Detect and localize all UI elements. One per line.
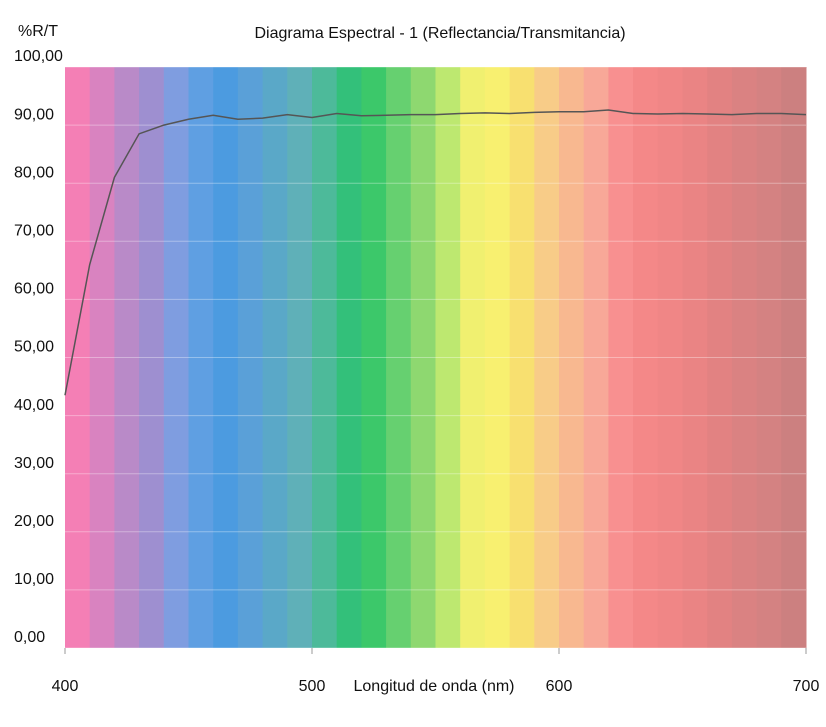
y-tick-label: 0,00 — [14, 629, 45, 646]
chart-title: Diagrama Espectral - 1 (Reflectancia/Tra… — [254, 25, 625, 42]
y-tick-label: 30,00 — [14, 455, 54, 472]
y-tick-label: 80,00 — [14, 164, 54, 181]
x-tick-label: 500 — [299, 678, 326, 695]
y-tick-label: 40,00 — [14, 397, 54, 414]
y-tick-label: 20,00 — [14, 513, 54, 530]
x-tick-label: 400 — [52, 678, 79, 695]
x-tick-label: 600 — [546, 678, 573, 695]
y-tick-label: 10,00 — [14, 571, 54, 588]
x-tick-label: 700 — [793, 678, 820, 695]
y-tick-label: 60,00 — [14, 281, 54, 298]
chart: Diagrama Espectral - 1 (Reflectancia/Tra… — [0, 0, 826, 727]
y-tick-label: 50,00 — [14, 339, 54, 356]
x-axis-label: Longitud de onda (nm) — [354, 678, 515, 695]
y-tick-label: 70,00 — [14, 223, 54, 240]
y-axis-label: %R/T — [18, 23, 58, 40]
y-tick-label: 100,00 — [14, 48, 63, 65]
y-tick-label: 90,00 — [14, 106, 54, 123]
